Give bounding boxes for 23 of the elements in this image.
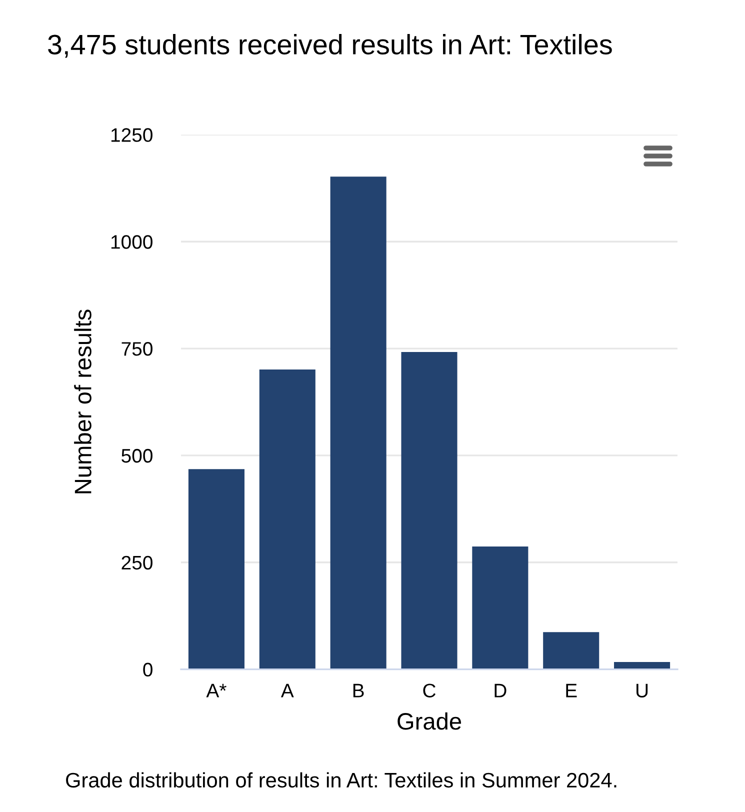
y-tick-label: 500 <box>122 448 152 463</box>
x-tick-label: E <box>566 684 577 698</box>
bar <box>543 632 600 670</box>
y-tick-label: 0 <box>143 662 152 677</box>
x-tick-label: C <box>423 684 436 698</box>
y-tick-label: 1250 <box>111 128 152 142</box>
bar <box>188 469 244 670</box>
bar <box>472 546 528 670</box>
chart-title: 3,475 students received results in Art: Textiles <box>48 34 612 58</box>
x-tick-label: U <box>636 684 648 698</box>
x-tick-label: B <box>353 684 364 698</box>
x-tick-label: A <box>280 684 294 698</box>
y-tick-label: 250 <box>122 556 152 570</box>
y-tick-label: 750 <box>122 342 152 356</box>
bar <box>401 352 458 670</box>
bar <box>330 176 386 670</box>
y-tick-label: 1000 <box>111 235 152 249</box>
x-tick-label: A* <box>206 684 226 698</box>
x-axis-title: Grade <box>398 712 462 730</box>
text: Grade distribution of results in Art: Textiles in Summer 2024. <box>66 772 616 788</box>
x-tick-label: D <box>494 684 506 698</box>
bar <box>259 369 316 670</box>
y-axis-title: Number of results <box>74 310 92 494</box>
